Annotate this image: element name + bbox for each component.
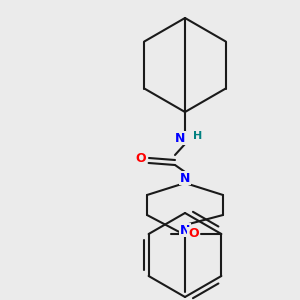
Text: N: N (180, 172, 190, 184)
Text: H: H (194, 131, 202, 141)
Text: O: O (188, 227, 199, 241)
Text: N: N (180, 224, 190, 236)
Text: N: N (175, 131, 185, 145)
Text: O: O (136, 152, 146, 164)
